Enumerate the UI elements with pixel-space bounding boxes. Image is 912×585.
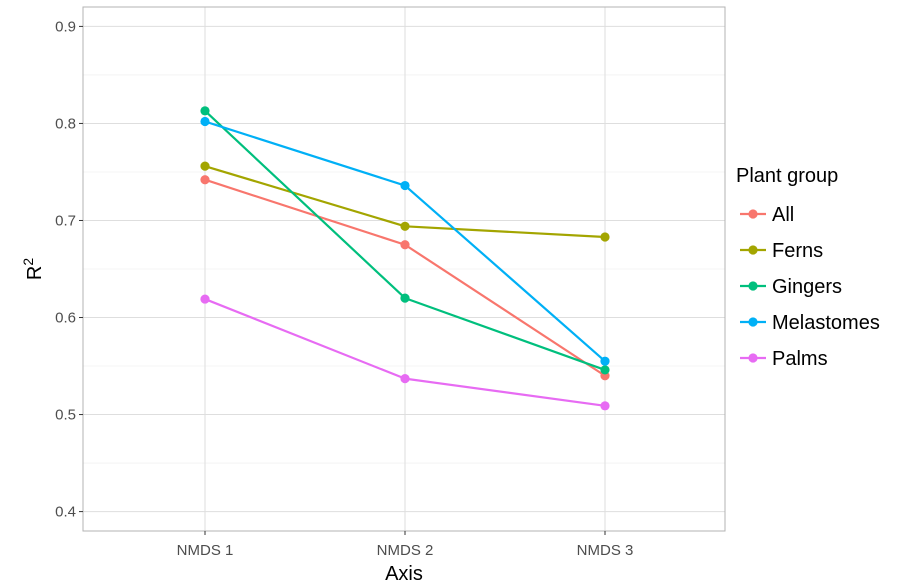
data-point (600, 401, 610, 411)
legend: Plant group All Ferns Gingers Melastomes Pal… (736, 165, 880, 370)
x-tick-label: NMDS 3 (577, 542, 634, 559)
data-point (200, 106, 210, 116)
legend-label: Gingers (772, 276, 842, 298)
legend-label: All (772, 204, 794, 226)
legend-item-melastomes: Melastomes (740, 312, 880, 334)
legend-key-point (748, 317, 758, 327)
y-tick-label: 0.8 (55, 115, 76, 132)
y-tick-label: 0.5 (55, 407, 76, 424)
legend-label: Palms (772, 348, 828, 370)
data-point (600, 365, 610, 375)
series-melastomes (200, 116, 610, 366)
series-palms (200, 294, 610, 411)
plot-panel-border (82, 6, 726, 532)
x-tick-label: NMDS 1 (177, 542, 234, 559)
legend-item-palms: Palms (740, 348, 828, 370)
data-point (400, 221, 410, 231)
legend-key-point (748, 281, 758, 291)
legend-item-gingers: Gingers (740, 276, 842, 298)
data-point (600, 232, 610, 242)
series-layer (200, 106, 610, 411)
data-point (400, 240, 410, 250)
data-point (200, 175, 210, 185)
data-point (600, 356, 610, 366)
data-point (400, 293, 410, 303)
legend-key-point (748, 353, 758, 363)
legend-label: Melastomes (772, 312, 880, 334)
legend-label: Ferns (772, 240, 823, 262)
legend-key-point (748, 245, 758, 255)
data-point (400, 180, 410, 191)
y-axis-title: R2 (20, 258, 46, 280)
axis-labels: 0.4 0.5 0.6 0.7 0.8 0.9 NMDS 1 NMDS 2 NMDS 3 (55, 18, 633, 559)
data-point (400, 374, 410, 384)
x-axis-title: Axis (385, 563, 423, 585)
data-point (200, 116, 210, 127)
legend-title: Plant group (736, 165, 838, 187)
y-tick-label: 0.4 (55, 504, 76, 521)
legend-item-all: All (740, 204, 794, 226)
data-point (200, 294, 210, 304)
series-ferns (200, 161, 610, 242)
grid (83, 7, 725, 531)
x-tick-label: NMDS 2 (377, 542, 434, 559)
y-axis-title-main: R (24, 266, 46, 280)
y-tick-label: 0.9 (55, 18, 76, 35)
series-gingers (200, 106, 610, 375)
y-tick-label: 0.7 (55, 212, 76, 229)
legend-key-point (748, 209, 758, 219)
data-point (200, 161, 210, 171)
y-axis-title-superscript: 2 (20, 258, 36, 266)
legend-item-ferns: Ferns (740, 240, 823, 262)
y-tick-label: 0.6 (55, 310, 76, 327)
